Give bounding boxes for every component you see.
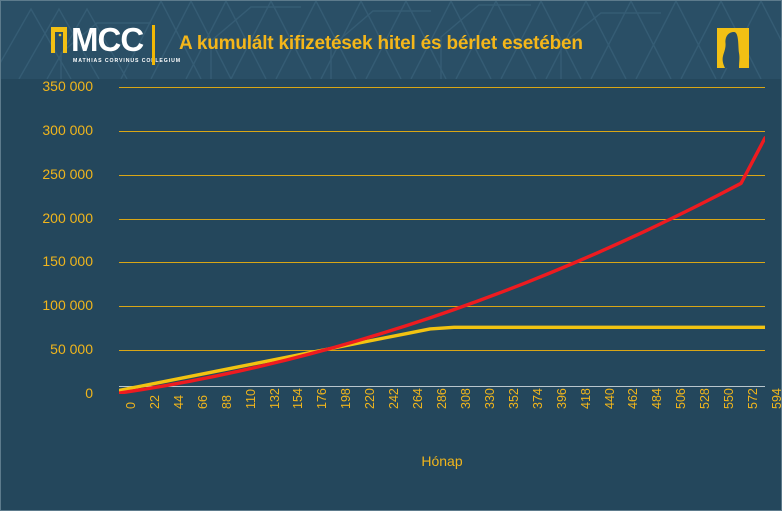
series-line-hitel	[119, 325, 765, 393]
x-tick-label: 0	[124, 402, 138, 409]
gridline	[119, 218, 765, 220]
gridline	[119, 130, 765, 132]
x-tick-label: 44	[171, 395, 186, 409]
gridline	[119, 350, 765, 352]
series-lines	[119, 136, 765, 394]
gridline	[119, 174, 765, 176]
y-tick-label: 300 000	[42, 121, 93, 138]
plot-area: 350 000 300 000 250 000 200 000 150 000 100 0…	[42, 78, 781, 469]
series-line-berlet	[119, 136, 765, 394]
y-tick-label: 100 000	[42, 297, 93, 314]
header-banner: MCC MATHIAS CORVINUS COLLEGIUM A kumulál…	[1, 1, 781, 79]
chart-title: A kumulált kifizetések hitel és bérlet e…	[179, 33, 583, 54]
header-divider	[152, 25, 155, 65]
gridline	[119, 87, 765, 88]
gridline	[119, 306, 765, 308]
x-tick-label: 66	[195, 395, 210, 409]
y-tick-label: 150 000	[42, 253, 93, 270]
x-axis-label: Hónap	[421, 453, 463, 469]
y-tick-label: 250 000	[42, 165, 93, 182]
logo-wordmark: MCC	[71, 21, 144, 58]
x-tick-label: 22	[147, 395, 162, 409]
x-tick-label: 594	[770, 388, 782, 409]
chart-container: Ezer forint 350 000 300 000 250 000 200 000…	[0, 78, 781, 510]
y-tick-label: 0	[85, 385, 93, 401]
x-axis-line	[119, 386, 765, 387]
y-axis-label: Ezer forint	[0, 177, 4, 239]
gridline	[119, 262, 765, 264]
x-tick-label: 88	[219, 395, 234, 409]
mcc-portrait-emblem	[717, 28, 749, 68]
logo-subtext: MATHIAS CORVINUS COLLEGIUM	[73, 58, 181, 64]
y-tick-label: 50 000	[50, 341, 93, 358]
mcc-logo: MCC MATHIAS CORVINUS COLLEGIUM	[49, 21, 180, 69]
y-tick-label: 200 000	[42, 209, 93, 226]
mcc-raven-mark	[51, 27, 67, 53]
y-tick-label: 350 000	[42, 78, 93, 94]
